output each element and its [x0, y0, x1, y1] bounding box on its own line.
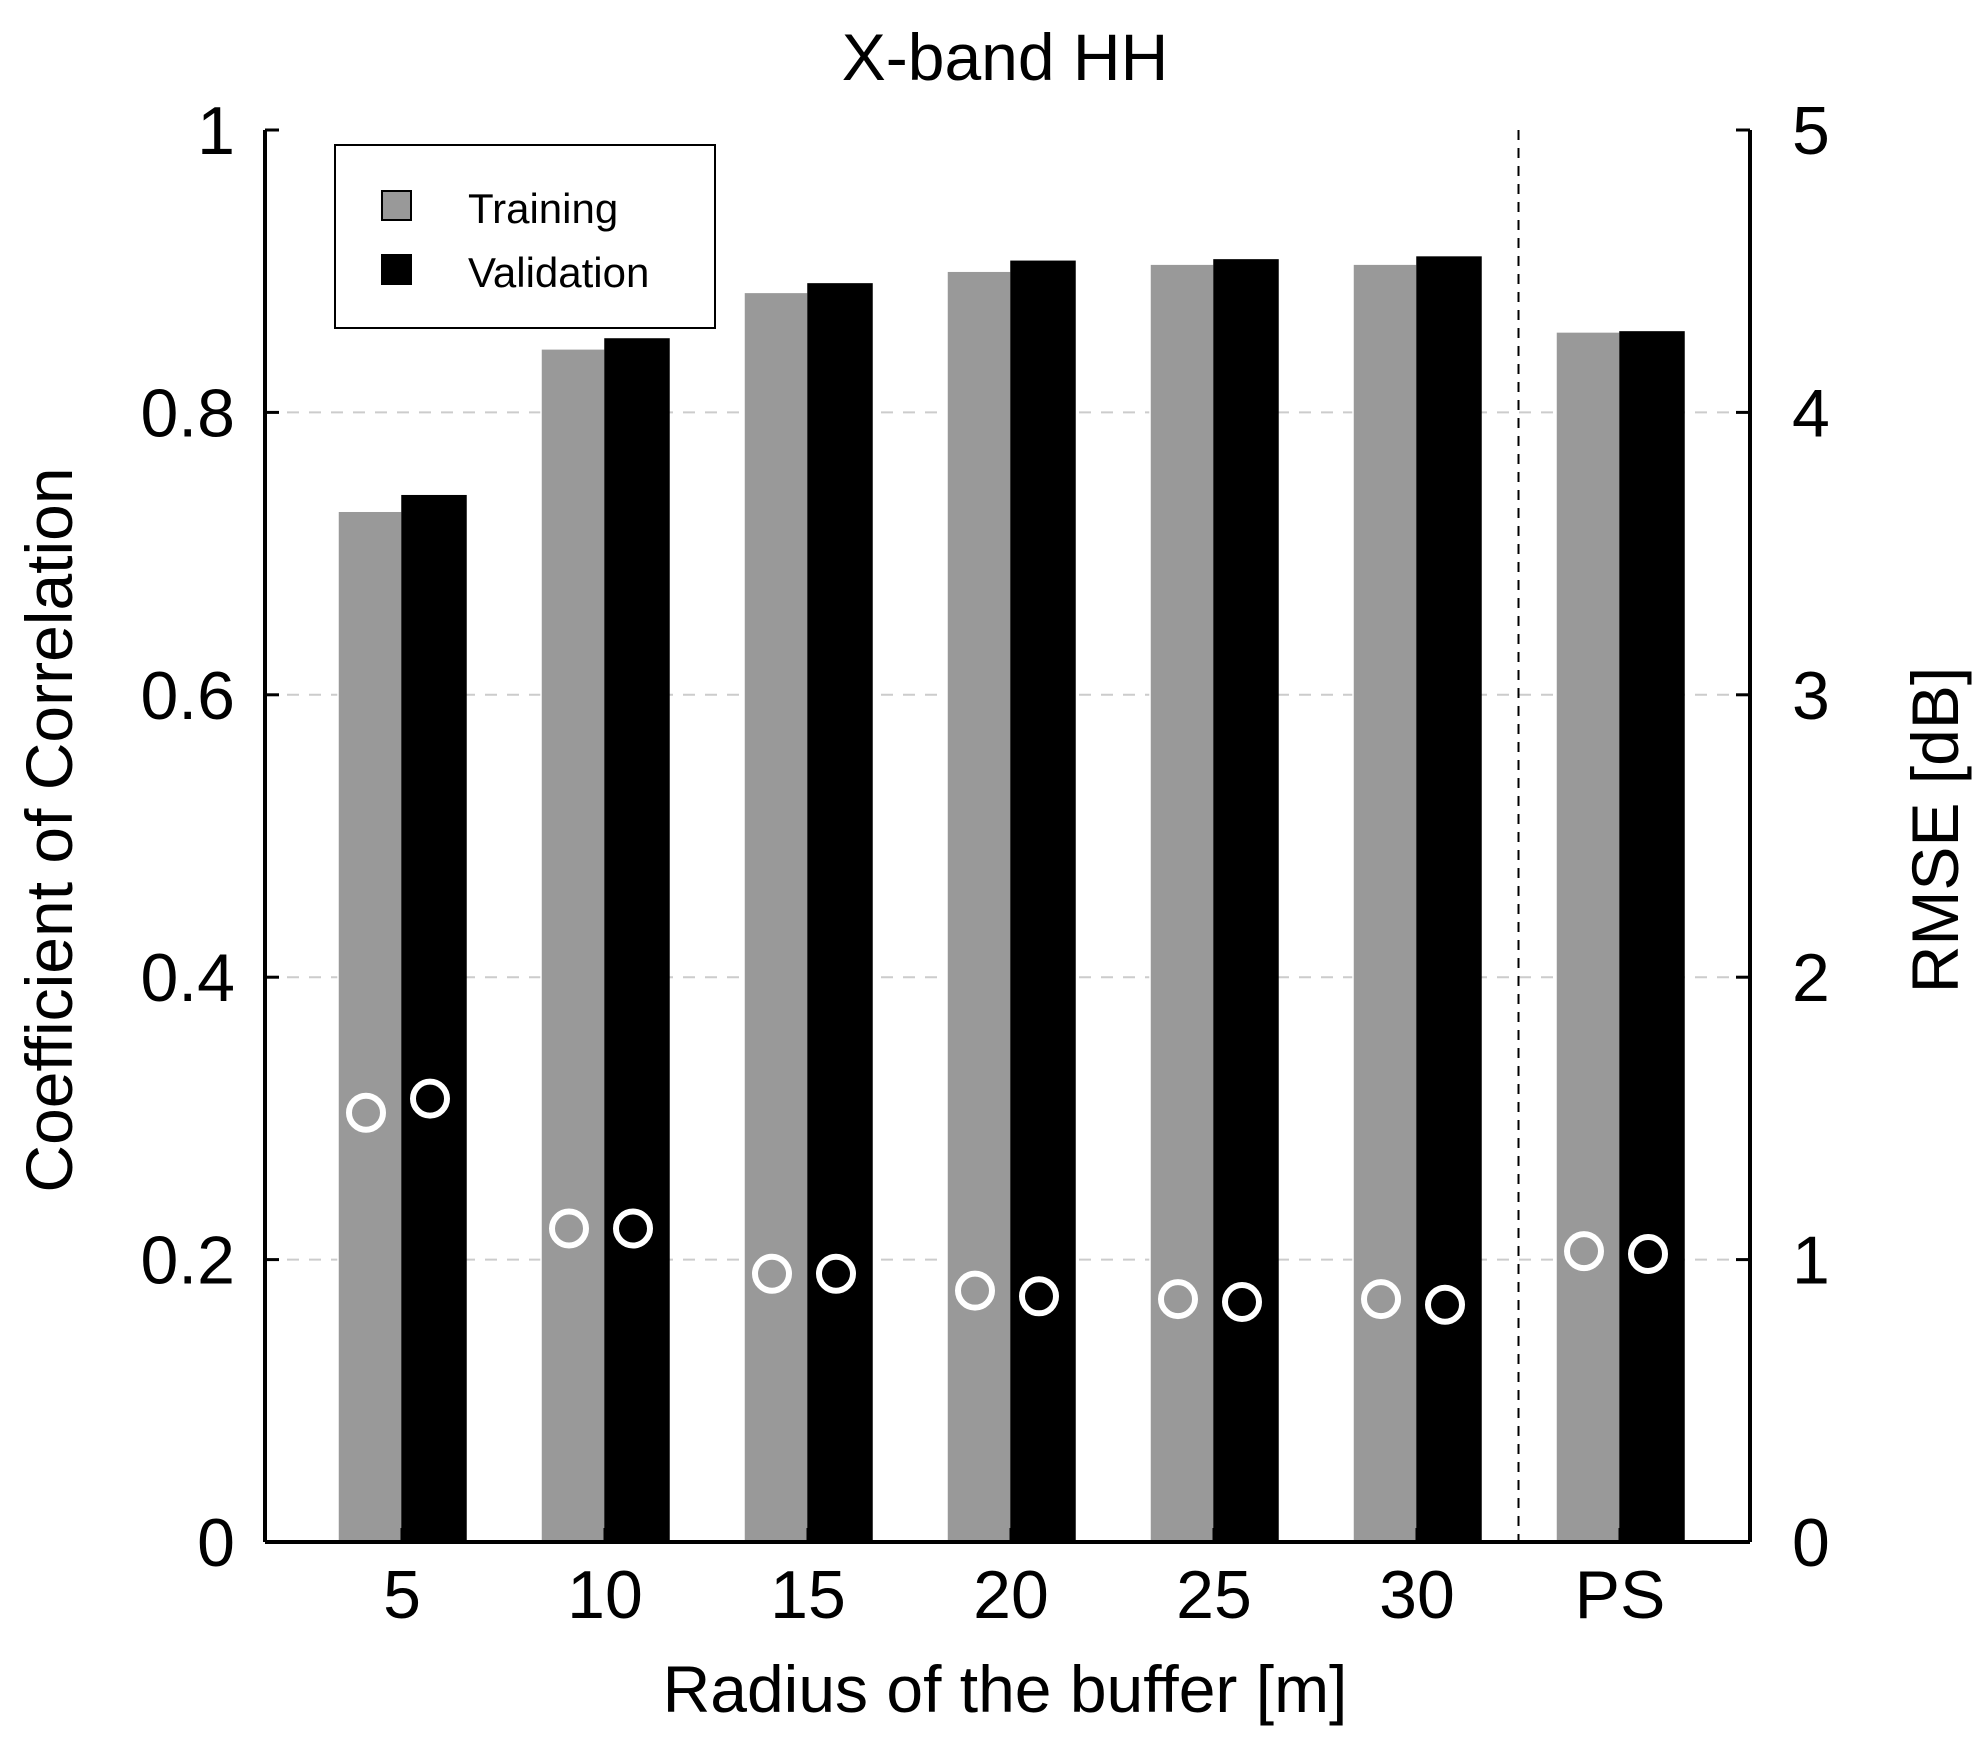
legend: Training Validation: [334, 144, 716, 329]
rmse-marker-validation-20: [1019, 1276, 1059, 1317]
bar-validation-15: [807, 283, 873, 1543]
bar-training-25: [1149, 263, 1215, 1543]
x-axis-label: Radius of the buffer [m]: [663, 1652, 1348, 1726]
y-tick-label: 0.4: [140, 940, 235, 1016]
y-tick-label: 0.2: [140, 1223, 235, 1299]
axes-layer: [263, 130, 1752, 1544]
bar-training-PS: [1555, 331, 1621, 1543]
y2-tick-label: 0: [1792, 1505, 1830, 1581]
legend-swatch-training: [381, 190, 412, 221]
y2-tick-label: 1: [1792, 1223, 1830, 1299]
y2-tick-label: 3: [1792, 658, 1830, 734]
y2-tick-label: 2: [1792, 940, 1830, 1016]
x-tick-label: 10: [567, 1557, 643, 1633]
bars-layer: [337, 256, 1685, 1543]
y2-tick-label: 5: [1792, 93, 1830, 169]
bar-training-20: [946, 270, 1012, 1543]
rmse-marker-validation-5: [410, 1078, 450, 1119]
rmse-marker-validation-10: [613, 1208, 653, 1249]
rmse-marker-training-5: [346, 1092, 386, 1133]
y-tick-label: 0.8: [140, 375, 235, 451]
x-tick-label: 15: [770, 1557, 846, 1633]
y2-axis-label: RMSE [dB]: [1898, 667, 1972, 993]
bar-training-15: [743, 291, 809, 1543]
grid-layer: [265, 411, 1750, 1261]
rmse-marker-validation-25: [1222, 1281, 1262, 1322]
bar-training-5: [337, 510, 403, 1543]
rmse-marker-validation-PS: [1628, 1233, 1668, 1274]
rmse-marker-training-30: [1361, 1279, 1401, 1320]
bar-validation-20: [1010, 260, 1076, 1543]
y-axis-label: Coefficient of Correlation: [12, 467, 86, 1192]
rmse-marker-training-10: [549, 1208, 589, 1249]
legend-box: [334, 144, 716, 329]
x-tick-label: 5: [383, 1557, 421, 1633]
y-tick-label: 0.6: [140, 658, 235, 734]
bar-validation-PS: [1619, 331, 1685, 1543]
legend-swatch-validation: [381, 254, 412, 285]
bar-validation-30: [1416, 256, 1482, 1543]
rmse-marker-training-20: [955, 1270, 995, 1311]
x-tick-label: PS: [1575, 1557, 1666, 1633]
x-tick-label: 20: [973, 1557, 1049, 1633]
rmse-markers-layer: [346, 1078, 1668, 1325]
x-tick-label: 30: [1379, 1557, 1455, 1633]
bar-training-30: [1352, 263, 1418, 1543]
rmse-marker-training-25: [1158, 1279, 1198, 1320]
rmse-marker-training-15: [752, 1253, 792, 1294]
y2-tick-label: 4: [1792, 375, 1830, 451]
rmse-marker-validation-15: [816, 1253, 856, 1294]
bar-validation-25: [1213, 259, 1279, 1543]
legend-label-training: Training: [468, 185, 618, 232]
y-tick-label: 1: [197, 93, 235, 169]
y-tick-label: 0: [197, 1505, 235, 1581]
bar-validation-10: [604, 338, 670, 1543]
bar-validation-5: [401, 494, 467, 1543]
rmse-marker-training-PS: [1564, 1231, 1604, 1272]
rmse-marker-validation-30: [1425, 1284, 1465, 1325]
bar-training-10: [540, 348, 606, 1543]
x-tick-label: 25: [1176, 1557, 1252, 1633]
chart-title: X-band HH: [842, 20, 1169, 94]
legend-label-validation: Validation: [468, 249, 649, 296]
